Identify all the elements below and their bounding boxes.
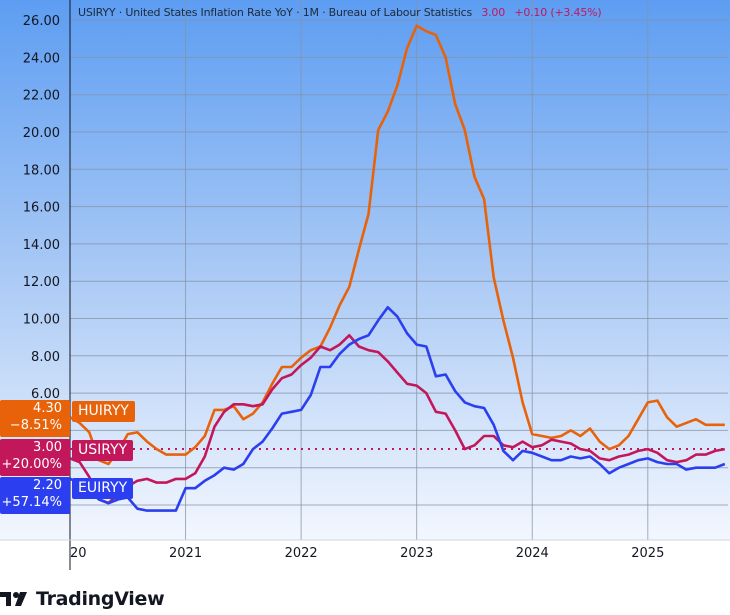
x-tick-label: 20 [70,546,87,561]
y-tick-label: 24.00 [23,51,60,66]
badge-symbol: USIRYY [72,440,134,461]
badge-change: −8.51% [9,418,62,433]
badge-euiryy-values: 2.20 +57.14% [0,477,70,514]
x-tick-label: 2025 [631,546,664,561]
x-tick-label: 2022 [285,546,318,561]
legend-value: 3.00 [481,6,506,19]
y-tick-label: 14.00 [23,238,60,253]
series-line-usiryy [69,333,726,505]
badge-change: +20.00% [1,457,62,472]
badge-huiryy-values: 4.30 −8.51% [0,400,70,437]
y-tick-label: 18.00 [23,163,60,178]
badge-value: 3.00 [33,440,62,455]
legend-text: USIRYY · United States Inflation Rate Yo… [78,6,473,19]
badge-change: +57.14% [1,495,62,510]
badge-usiryy-values: 3.00 +20.00% [0,439,70,476]
badge-value: 4.30 [33,401,62,416]
x-tick-label: 2021 [169,546,202,561]
badge-symbol: HUIRYY [72,401,135,422]
legend-change: +0.10 (+3.45%) [514,6,602,19]
y-tick-label: 16.00 [23,201,60,216]
tradingview-logo-icon [0,592,27,606]
y-tick-label: 22.00 [23,89,60,104]
badge-symbol: EUIRYY [72,478,134,499]
series-line-euiryy [69,305,726,512]
badge-value: 2.20 [33,478,62,493]
axes: 26.00 24.00 22.00 20.00 18.00 16.00 14.00 12.00… [0,0,730,570]
x-tick-label: 2023 [400,546,433,561]
footer[interactable]: TradingView [0,584,165,614]
x-tick-label: 2024 [516,546,549,561]
y-tick-label: 26.00 [23,14,60,29]
y-tick-label: 8.00 [31,350,60,365]
y-tick-label: 20.00 [23,126,60,141]
y-tick-label: 6.00 [31,387,60,402]
series-lines [69,24,728,512]
y-tick-label: 12.00 [23,275,60,290]
y-tick-label: 10.00 [23,313,60,328]
tradingview-brand: TradingView [36,588,165,610]
chart-legend[interactable]: USIRYY · United States Inflation Rate Yo… [78,6,602,19]
series-line-huiryy [69,24,725,466]
